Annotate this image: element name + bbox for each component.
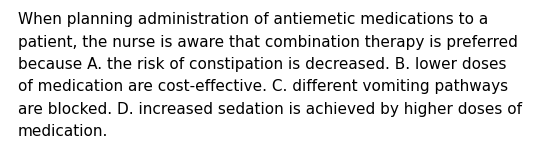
Text: of medication are cost-effective. C. different vomiting pathways: of medication are cost-effective. C. dif…: [18, 79, 508, 95]
Text: are blocked. D. increased sedation is achieved by higher doses of: are blocked. D. increased sedation is ac…: [18, 102, 522, 117]
Text: because A. the risk of constipation is decreased. B. lower doses: because A. the risk of constipation is d…: [18, 57, 507, 72]
Text: medication.: medication.: [18, 125, 108, 139]
Text: When planning administration of antiemetic medications to a: When planning administration of antiemet…: [18, 12, 488, 27]
Text: patient, the nurse is aware that combination therapy is preferred: patient, the nurse is aware that combina…: [18, 35, 518, 49]
